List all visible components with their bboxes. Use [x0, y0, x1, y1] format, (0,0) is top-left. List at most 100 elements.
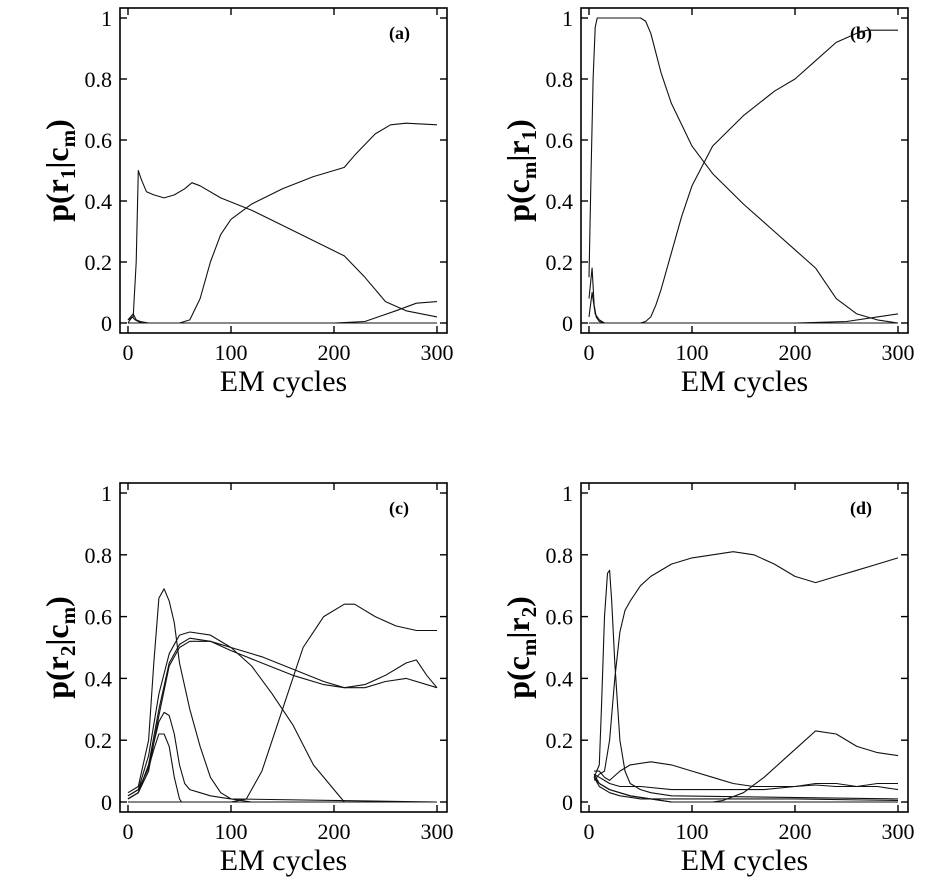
chart-panel-d: 0 0.2 0.4 0.6 0.8 1 0 100 200 300 EM cycles p(cm|r2…: [500, 481, 915, 877]
y-tick-label: 0.8: [546, 543, 574, 568]
series-line-2: [128, 122, 438, 324]
series-line-3: [588, 267, 898, 324]
plot-frame: [580, 482, 909, 813]
y-axis-label-subscript: 2: [56, 646, 80, 657]
series-line-5: [128, 603, 437, 803]
y-tick-label: 0.6: [85, 128, 113, 153]
y-tick-label: 0: [562, 311, 573, 336]
y-tick-label: 0.4: [546, 189, 574, 214]
y-axis-label-part: |c: [39, 147, 75, 168]
y-axis-label-part: |c: [39, 624, 75, 645]
y-tick-label: 0.6: [546, 605, 574, 630]
x-axis-label: EM cycles: [681, 844, 808, 877]
panel-label: (c): [389, 498, 409, 519]
series-line-3: [127, 301, 438, 324]
x-tick-label: 100: [215, 340, 248, 365]
y-tick-label: 0.4: [546, 666, 574, 691]
x-tick-label: 0: [123, 819, 134, 844]
panel-label: (d): [850, 498, 872, 519]
series-line-7: [127, 733, 437, 803]
y-axis-label-part: ): [500, 119, 536, 130]
y-axis-label: p(cm|r1): [500, 119, 541, 222]
chart-panel-a: 0 0.2 0.4 0.6 0.8 1 0 100 200 300 EM cycles p(r1|cm…: [39, 6, 454, 398]
y-tick-label: 0: [101, 790, 112, 815]
series-line-4: [588, 291, 899, 324]
y-axis-label-subscript: m: [517, 161, 541, 179]
y-axis-label-part: ): [500, 596, 536, 607]
y-tick-label: 0: [101, 311, 112, 336]
y-tick-label: 0.2: [546, 728, 574, 753]
series-line-4: [127, 316, 437, 324]
x-axis-label: EM cycles: [220, 365, 347, 398]
x-tick-label: 0: [584, 340, 595, 365]
y-axis-label-part: |r: [500, 140, 536, 161]
y-tick-label: 0.6: [85, 605, 113, 630]
y-tick-label: 0.8: [546, 67, 574, 92]
x-axis-label: EM cycles: [220, 844, 347, 877]
y-axis-label-part: ): [39, 596, 75, 607]
y-axis-label-part: p(c: [500, 179, 536, 222]
x-tick-label: 300: [421, 340, 454, 365]
x-tick-label: 200: [779, 819, 812, 844]
y-axis-label-subscript: m: [56, 129, 80, 147]
y-axis-label: p(cm|r2): [500, 596, 541, 699]
series-line-4: [593, 773, 899, 791]
x-tick-label: 300: [882, 340, 915, 365]
chart-panel-c: 0 0.2 0.4 0.6 0.8 1 0 100 200 300 EM cycles p(r2|cm…: [39, 481, 454, 877]
y-tick-label: 1: [562, 481, 573, 506]
y-axis-label-part: p(r: [39, 179, 75, 222]
series-line-1: [127, 588, 438, 803]
y-tick-label: 1: [101, 6, 112, 31]
series-line-5: [593, 730, 899, 803]
panel-label: (a): [389, 23, 410, 44]
x-tick-label: 100: [215, 819, 248, 844]
series-line-2: [589, 29, 898, 324]
series-line-7: [593, 777, 899, 802]
y-axis-label: p(r1|cm): [39, 119, 80, 222]
x-tick-label: 100: [676, 819, 709, 844]
y-axis-label-subscript: 2: [517, 607, 541, 618]
y-tick-label: 0.4: [85, 666, 113, 691]
y-axis-label-subscript: m: [56, 606, 80, 624]
y-axis-label-part: p(c: [500, 656, 536, 699]
plot-frame: [119, 7, 448, 334]
series-line-1: [593, 569, 899, 800]
y-tick-label: 1: [101, 481, 112, 506]
x-axis-label: EM cycles: [681, 365, 808, 398]
y-tick-label: 0: [562, 790, 573, 815]
y-tick-label: 0.4: [85, 189, 113, 214]
series-line-1: [127, 169, 438, 321]
x-tick-label: 200: [318, 819, 351, 844]
y-axis-label-part: ): [39, 119, 75, 130]
y-tick-label: 0.2: [85, 728, 113, 753]
x-tick-label: 200: [779, 340, 812, 365]
series-line-3: [127, 637, 438, 800]
series-line-6: [127, 711, 437, 803]
y-axis-label-part: |r: [500, 617, 536, 638]
series-line-4: [127, 640, 438, 800]
y-tick-label: 1: [562, 6, 573, 31]
series-line-6: [593, 773, 898, 803]
panel-label: (b): [850, 23, 872, 44]
x-tick-label: 200: [318, 340, 351, 365]
x-tick-label: 300: [421, 819, 454, 844]
y-axis-label: p(r2|cm): [39, 596, 80, 699]
plot-frame: [119, 482, 448, 813]
y-axis-label-subscript: m: [517, 638, 541, 656]
y-axis-label-subscript: 1: [517, 130, 541, 141]
series-line-1: [588, 17, 899, 324]
y-tick-label: 0.8: [85, 543, 113, 568]
x-tick-label: 0: [584, 819, 595, 844]
y-tick-label: 0.8: [85, 67, 113, 92]
y-axis-label-part: p(r: [39, 656, 75, 699]
x-tick-label: 0: [123, 340, 134, 365]
y-tick-label: 0.6: [546, 128, 574, 153]
y-tick-label: 0.2: [85, 250, 113, 275]
series-line-3: [594, 761, 898, 788]
series-line-2: [593, 551, 899, 781]
series-line-2: [127, 631, 437, 803]
x-tick-label: 100: [676, 340, 709, 365]
x-tick-label: 300: [882, 819, 915, 844]
